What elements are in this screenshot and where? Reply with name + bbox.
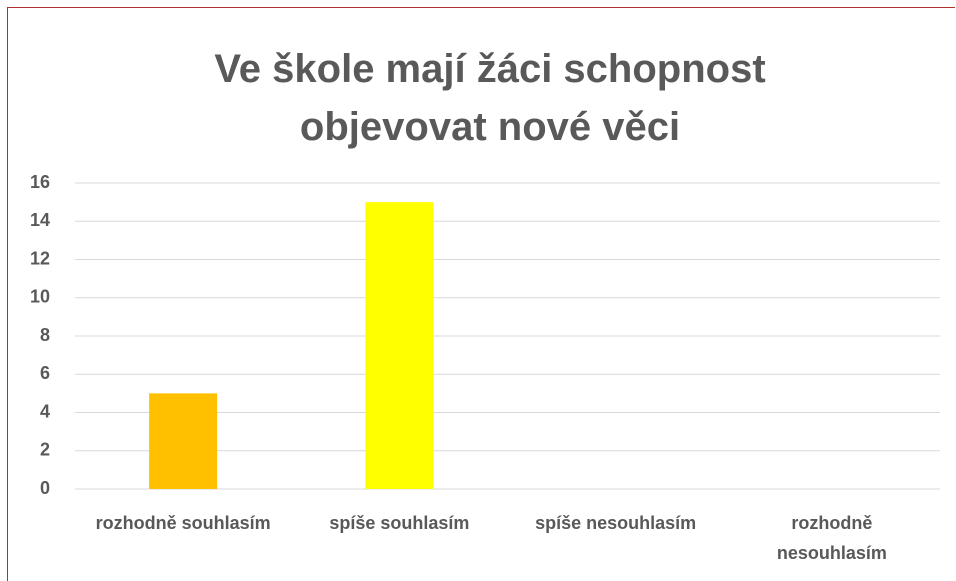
- x-tick-label: spíše souhlasím: [329, 513, 470, 533]
- y-tick-label: 14: [30, 210, 50, 230]
- x-tick-label: rozhodně souhlasím: [95, 513, 271, 533]
- x-tick-label: spíše nesouhlasím: [535, 513, 697, 533]
- chart-frame: [7, 7, 955, 581]
- y-tick-label: 6: [40, 363, 50, 383]
- y-tick-label: 4: [40, 401, 50, 421]
- y-tick-label: 2: [40, 440, 50, 460]
- y-tick-label: 12: [30, 248, 50, 268]
- chart-title: Ve škole mají žáci schopnost objevovat n…: [214, 47, 766, 149]
- y-tick-label: 8: [40, 325, 50, 345]
- x-tick-label: rozhodně nesouhlasím: [776, 513, 887, 563]
- y-tick-label: 16: [30, 172, 50, 192]
- bar: [149, 393, 218, 489]
- bar: [365, 202, 434, 489]
- y-tick-label: 10: [30, 287, 50, 307]
- y-tick-label: 0: [40, 478, 50, 498]
